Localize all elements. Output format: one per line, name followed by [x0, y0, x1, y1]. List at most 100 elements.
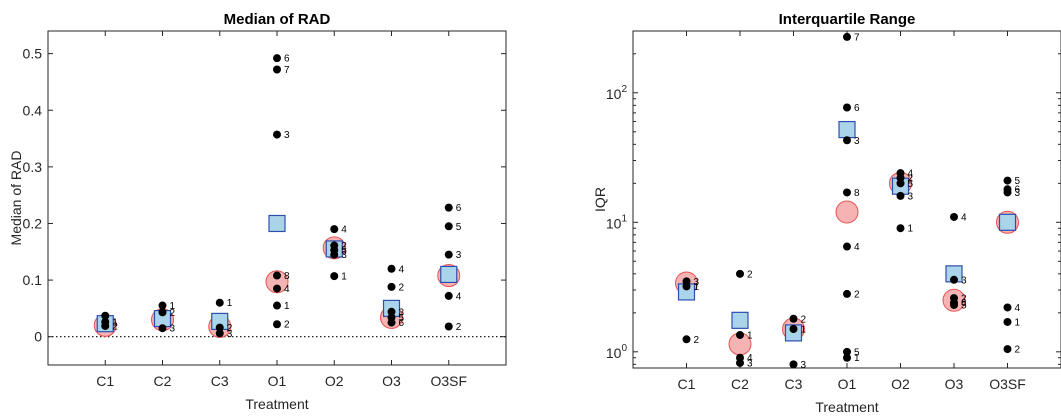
y-axis-label: IQR [592, 187, 608, 212]
data-point [843, 103, 851, 112]
data-point [843, 136, 851, 145]
axes-box [47, 30, 507, 366]
chart-title: Median of RAD [224, 11, 331, 28]
data-point [736, 269, 744, 278]
point-label: 2 [399, 282, 405, 293]
median-circle-marker [265, 270, 289, 294]
point-label: 3 [227, 329, 233, 340]
point-label: 1 [801, 325, 807, 336]
data-point [1003, 188, 1012, 197]
point-label: 1 [284, 301, 290, 312]
data-point [158, 324, 167, 333]
point-label: 5 [908, 179, 914, 190]
data-point [273, 301, 281, 310]
panel-1: 0 0.1 0.2 0.3 0.4 0.5 C1 C2 C3 O1 O2 O3 O3SF Median o… [8, 11, 507, 412]
data-point [789, 360, 798, 369]
mean-square-marker [268, 214, 286, 233]
point-label: 4 [399, 264, 405, 275]
point-label: 1 [341, 272, 347, 283]
y-tick-label: 0.5 [23, 46, 43, 62]
x-tick-label: C1 [96, 373, 114, 389]
data-point [387, 318, 396, 327]
data-point [1003, 345, 1012, 354]
point-label: 1 [747, 330, 753, 341]
point-label: 2 [1015, 345, 1021, 356]
point-label: 2 [112, 321, 118, 332]
data-point [1003, 317, 1012, 326]
data-point [950, 212, 958, 221]
data-point [387, 264, 396, 273]
x-tick-label: O2 [325, 373, 344, 389]
point-label: 6 [1015, 185, 1021, 196]
data-point [273, 65, 281, 74]
point-label: 4 [456, 291, 462, 302]
data-point [1003, 176, 1012, 185]
point-label: 2 [456, 322, 462, 333]
data-point [843, 32, 851, 41]
data-point [101, 311, 110, 320]
point-label: 3 [747, 358, 753, 369]
data-point [896, 179, 905, 188]
data-point [950, 300, 958, 309]
mean-square-marker [838, 120, 856, 139]
x-tick-label: O2 [891, 376, 910, 392]
point-label: 6 [854, 103, 860, 114]
point-label: 2 [801, 314, 807, 325]
x-tick-label: C3 [211, 373, 229, 389]
data-point [101, 321, 110, 330]
data-point [215, 323, 224, 332]
point-label: 6 [456, 203, 462, 214]
point-label: 2 [341, 241, 347, 252]
point-label: 2 [284, 320, 290, 331]
y-tick-label: 0.1 [23, 272, 43, 288]
data-point [387, 307, 396, 316]
point-label: 3 [908, 191, 914, 202]
data-point [444, 222, 453, 231]
point-label: 3 [341, 250, 347, 261]
point-label: 1 [908, 224, 914, 235]
point-label: 8 [854, 188, 860, 199]
mean-square-marker [731, 311, 749, 329]
data-point [273, 271, 281, 280]
x-tick-label: O1 [268, 373, 287, 389]
point-label: 5 [399, 313, 405, 324]
data-point [444, 322, 453, 331]
point-label: 2 [694, 335, 700, 346]
data-point [789, 325, 798, 334]
point-label: 1 [854, 353, 860, 364]
point-label: 6 [961, 298, 967, 309]
data-point [158, 301, 167, 310]
point-label: 4 [747, 353, 753, 364]
data-point [682, 282, 691, 291]
y-tick-label: 101 [606, 213, 628, 231]
y-tick-label: 0 [34, 329, 42, 345]
x-axis-label: Treatment [245, 396, 308, 412]
x-tick-label: C2 [154, 373, 172, 389]
point-label: 8 [284, 271, 290, 282]
x-tick-label: O3 [945, 376, 964, 392]
point-label: 3 [456, 250, 462, 261]
y-axis-label: Median of RAD [8, 151, 24, 246]
point-label: 4 [854, 242, 860, 253]
data-point [387, 282, 396, 291]
data-point [789, 314, 798, 323]
data-point [330, 250, 339, 259]
point-label: 7 [854, 32, 860, 43]
point-label: 5 [854, 347, 860, 358]
data-point [444, 291, 453, 300]
point-label: 3 [961, 275, 967, 286]
point-label: 3 [1015, 188, 1021, 199]
data-point [682, 335, 691, 344]
x-tick-label: C2 [731, 376, 749, 392]
point-label: 6 [399, 318, 405, 329]
data-point [1003, 303, 1012, 312]
point-label: 3 [399, 307, 405, 318]
chart-title: Interquartile Range [779, 11, 916, 28]
data-point [896, 224, 905, 233]
point-label: 4 [1015, 303, 1021, 314]
point-label: 4 [284, 284, 290, 295]
axes-box [632, 30, 1061, 369]
median-circle-marker [835, 200, 859, 224]
y-tick-label: 0.3 [23, 159, 43, 175]
